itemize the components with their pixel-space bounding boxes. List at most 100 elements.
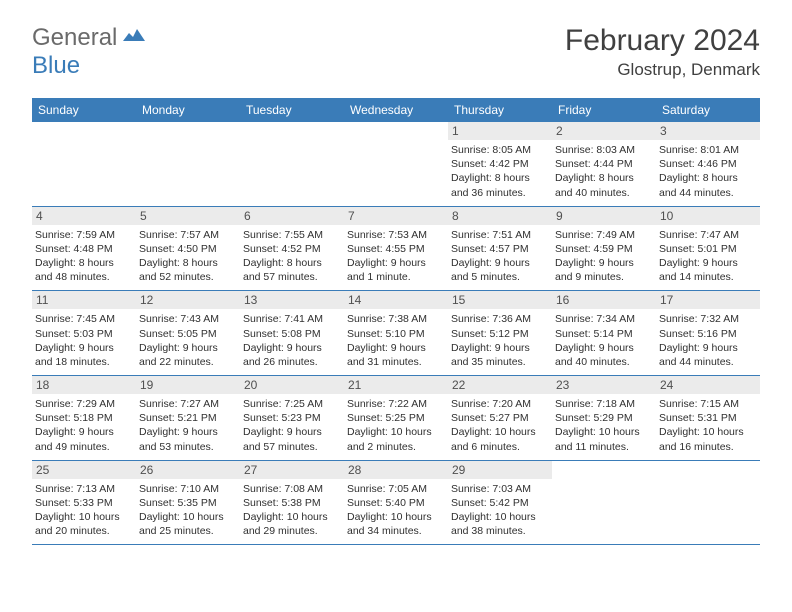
day-number: 5 (136, 207, 240, 225)
sunset-text: Sunset: 4:57 PM (451, 242, 549, 256)
sunset-text: Sunset: 5:23 PM (243, 411, 341, 425)
day-number: 25 (32, 461, 136, 479)
day-number: 15 (448, 291, 552, 309)
weekday-header: SundayMondayTuesdayWednesdayThursdayFrid… (32, 98, 760, 122)
day-number: 6 (240, 207, 344, 225)
sunset-text: Sunset: 5:10 PM (347, 327, 445, 341)
sunrise-text: Sunrise: 7:57 AM (139, 228, 237, 242)
daylight-text: Daylight: 9 hours and 22 minutes. (139, 341, 237, 369)
calendar-day: 7Sunrise: 7:53 AMSunset: 4:55 PMDaylight… (344, 207, 448, 291)
calendar-day (656, 461, 760, 545)
sunrise-text: Sunrise: 7:29 AM (35, 397, 133, 411)
daylight-text: Daylight: 9 hours and 31 minutes. (347, 341, 445, 369)
logo-text-general: General (32, 24, 117, 52)
sunset-text: Sunset: 4:46 PM (659, 157, 757, 171)
daylight-text: Daylight: 10 hours and 38 minutes. (451, 510, 549, 538)
sunrise-text: Sunrise: 7:32 AM (659, 312, 757, 326)
calendar-day: 13Sunrise: 7:41 AMSunset: 5:08 PMDayligh… (240, 291, 344, 375)
day-number: 17 (656, 291, 760, 309)
calendar-day: 24Sunrise: 7:15 AMSunset: 5:31 PMDayligh… (656, 376, 760, 460)
day-number: 20 (240, 376, 344, 394)
sunrise-text: Sunrise: 7:51 AM (451, 228, 549, 242)
calendar-day: 29 Sunrise: 7:03 AMSunset: 5:42 PMDayligh… (448, 461, 552, 545)
sunrise-text: Sunrise: 7:15 AM (659, 397, 757, 411)
day-number: 7 (344, 207, 448, 225)
daylight-text: Daylight: 8 hours and 36 minutes. (451, 171, 549, 199)
calendar-day: 18Sunrise: 7:29 AMSunset: 5:18 PMDayligh… (32, 376, 136, 460)
calendar-week: 25Sunrise: 7:13 AMSunset: 5:33 PMDayligh… (32, 461, 760, 546)
sunset-text: Sunset: 4:48 PM (35, 242, 133, 256)
daylight-text: Daylight: 10 hours and 20 minutes. (35, 510, 133, 538)
calendar-day: 9Sunrise: 7:49 AMSunset: 4:59 PMDaylight… (552, 207, 656, 291)
sunrise-text: Sunrise: 7:55 AM (243, 228, 341, 242)
calendar-day: 22Sunrise: 7:20 AMSunset: 5:27 PMDayligh… (448, 376, 552, 460)
day-number: 2 (552, 122, 656, 140)
daylight-text: Daylight: 9 hours and 26 minutes. (243, 341, 341, 369)
day-number: 22 (448, 376, 552, 394)
calendar-day: 6Sunrise: 7:55 AMSunset: 4:52 PMDaylight… (240, 207, 344, 291)
calendar-day (240, 122, 344, 206)
sunrise-text: Sunrise: 7:59 AM (35, 228, 133, 242)
sunrise-text: Sunrise: 8:03 AM (555, 143, 653, 157)
calendar-day: 27Sunrise: 7:08 AMSunset: 5:38 PMDayligh… (240, 461, 344, 545)
day-number: 1 (448, 122, 552, 140)
weekday-label: Wednesday (344, 98, 448, 122)
daylight-text: Daylight: 8 hours and 52 minutes. (139, 256, 237, 284)
sunrise-text: Sunrise: 7:36 AM (451, 312, 549, 326)
sunrise-text: Sunrise: 7:18 AM (555, 397, 653, 411)
sunset-text: Sunset: 5:21 PM (139, 411, 237, 425)
calendar-day: 2Sunrise: 8:03 AMSunset: 4:44 PMDaylight… (552, 122, 656, 206)
flag-icon (123, 27, 145, 50)
daylight-text: Daylight: 9 hours and 44 minutes. (659, 341, 757, 369)
calendar-day (136, 122, 240, 206)
sunrise-text: Sunrise: 8:05 AM (451, 143, 549, 157)
daylight-text: Daylight: 9 hours and 57 minutes. (243, 425, 341, 453)
sunset-text: Sunset: 4:50 PM (139, 242, 237, 256)
sunset-text: Sunset: 5:38 PM (243, 496, 341, 510)
sunrise-text: Sunrise: 7:10 AM (139, 482, 237, 496)
sunrise-text: Sunrise: 7:43 AM (139, 312, 237, 326)
daylight-text: Daylight: 9 hours and 14 minutes. (659, 256, 757, 284)
day-number: 9 (552, 207, 656, 225)
calendar-day: 25Sunrise: 7:13 AMSunset: 5:33 PMDayligh… (32, 461, 136, 545)
day-number: 29 (448, 461, 552, 479)
sunset-text: Sunset: 5:35 PM (139, 496, 237, 510)
calendar-day (552, 461, 656, 545)
calendar-day: 5 Sunrise: 7:57 AMSunset: 4:50 PMDaylight… (136, 207, 240, 291)
sunrise-text: Sunrise: 8:01 AM (659, 143, 757, 157)
month-title: February 2024 (565, 24, 760, 58)
sunrise-text: Sunrise: 7:03 AM (451, 482, 549, 496)
calendar-day: 8Sunrise: 7:51 AMSunset: 4:57 PMDaylight… (448, 207, 552, 291)
sunset-text: Sunset: 5:18 PM (35, 411, 133, 425)
sunrise-text: Sunrise: 7:41 AM (243, 312, 341, 326)
calendar-day: 26Sunrise: 7:10 AMSunset: 5:35 PMDayligh… (136, 461, 240, 545)
header: General February 2024 Glostrup, Denmark (32, 24, 760, 80)
sunset-text: Sunset: 5:27 PM (451, 411, 549, 425)
daylight-text: Daylight: 9 hours and 40 minutes. (555, 341, 653, 369)
sunrise-text: Sunrise: 7:38 AM (347, 312, 445, 326)
logo: General (32, 24, 147, 52)
daylight-text: Daylight: 9 hours and 1 minute. (347, 256, 445, 284)
daylight-text: Daylight: 9 hours and 18 minutes. (35, 341, 133, 369)
weekday-label: Saturday (656, 98, 760, 122)
sunrise-text: Sunrise: 7:22 AM (347, 397, 445, 411)
sunset-text: Sunset: 5:42 PM (451, 496, 549, 510)
day-number: 8 (448, 207, 552, 225)
calendar-day (344, 122, 448, 206)
sunset-text: Sunset: 4:52 PM (243, 242, 341, 256)
sunset-text: Sunset: 5:16 PM (659, 327, 757, 341)
calendar-day: 12Sunrise: 7:43 AMSunset: 5:05 PMDayligh… (136, 291, 240, 375)
sunset-text: Sunset: 5:29 PM (555, 411, 653, 425)
day-number: 21 (344, 376, 448, 394)
weekday-label: Tuesday (240, 98, 344, 122)
calendar-day: 3Sunrise: 8:01 AMSunset: 4:46 PMDaylight… (656, 122, 760, 206)
day-number: 4 (32, 207, 136, 225)
weekday-label: Friday (552, 98, 656, 122)
daylight-text: Daylight: 9 hours and 9 minutes. (555, 256, 653, 284)
sunrise-text: Sunrise: 7:49 AM (555, 228, 653, 242)
calendar-week: 4 Sunrise: 7:59 AMSunset: 4:48 PM Daylight… (32, 207, 760, 292)
sunset-text: Sunset: 5:14 PM (555, 327, 653, 341)
daylight-text: Daylight: 10 hours and 6 minutes. (451, 425, 549, 453)
sunrise-text: Sunrise: 7:13 AM (35, 482, 133, 496)
sunset-text: Sunset: 5:08 PM (243, 327, 341, 341)
